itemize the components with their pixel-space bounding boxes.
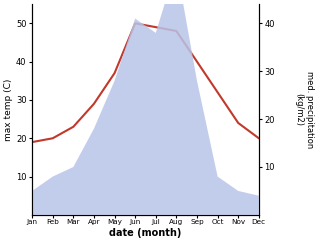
Y-axis label: max temp (C): max temp (C) xyxy=(4,78,13,141)
X-axis label: date (month): date (month) xyxy=(109,228,182,238)
Y-axis label: med. precipitation
(kg/m2): med. precipitation (kg/m2) xyxy=(294,71,314,148)
